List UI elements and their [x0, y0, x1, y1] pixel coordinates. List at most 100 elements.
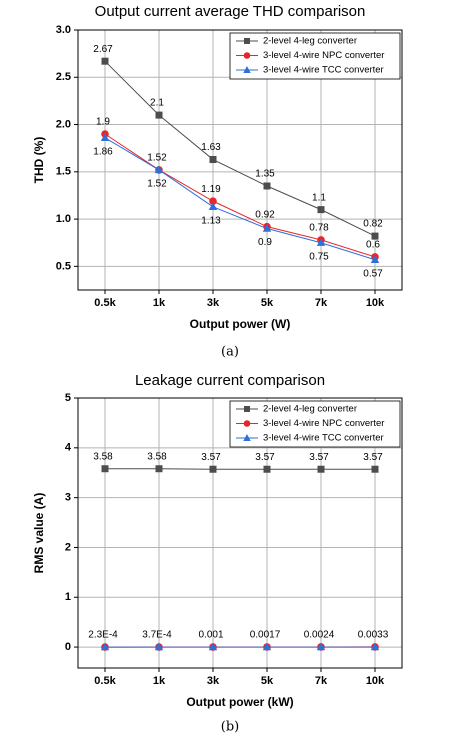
data-point — [155, 111, 163, 119]
y-tick-label: 1.5 — [56, 166, 71, 178]
x-tick-label: 5k — [261, 675, 274, 687]
data-label: 3.58 — [147, 451, 167, 462]
data-point — [371, 465, 379, 473]
data-point — [101, 465, 109, 473]
x-tick-label: 0.5k — [94, 297, 116, 309]
data-label: 0.82 — [363, 219, 383, 230]
series-line — [104, 137, 376, 261]
data-label: 3.57 — [309, 452, 329, 463]
legend-label: 3-level 4-wire NPC converter — [263, 50, 384, 61]
plot-frame — [77, 29, 403, 291]
data-point — [155, 465, 163, 473]
x-tick-label: 1k — [153, 297, 166, 309]
data-label: 3.57 — [255, 452, 275, 463]
y-tick-label: 0 — [65, 641, 71, 653]
data-point — [101, 57, 109, 65]
y-tick-label: 5 — [65, 392, 71, 404]
data-point — [100, 642, 110, 651]
data-label: 1.35 — [255, 169, 275, 180]
data-label: 1.86 — [93, 146, 113, 157]
data-label: 2.1 — [150, 98, 164, 109]
data-point — [263, 182, 271, 190]
legend-marker — [244, 406, 250, 412]
data-label: 0.9 — [258, 237, 272, 248]
legend-label: 3-level 4-wire TCC converter — [263, 65, 384, 76]
y-tick-label: 2.5 — [56, 71, 71, 83]
y-tick-label: 2 — [65, 541, 71, 553]
data-label: 0.78 — [309, 223, 329, 234]
data-label: 1.1 — [312, 192, 326, 203]
data-label: 1.19 — [201, 184, 221, 195]
data-label: 0.0024 — [304, 630, 335, 641]
data-point — [370, 255, 380, 263]
data-point — [317, 206, 325, 214]
data-point — [209, 197, 217, 205]
legend-label: 3-level 4-wire TCC converter — [263, 433, 384, 444]
y-tick-label: 4 — [65, 442, 72, 454]
data-label: 3.57 — [363, 452, 383, 463]
caption: (b) — [221, 720, 239, 735]
x-axis-label: Output power (W) — [190, 317, 291, 331]
plot-frame — [77, 397, 403, 669]
x-tick-label: 10k — [366, 675, 385, 687]
data-point — [154, 642, 164, 651]
data-point — [371, 232, 379, 240]
data-label: 1.52 — [147, 179, 167, 190]
y-tick-label: 3.0 — [56, 24, 71, 36]
x-tick-label: 5k — [261, 297, 274, 309]
legend-marker — [243, 420, 251, 427]
data-label: 3.7E-4 — [142, 630, 172, 641]
data-point — [209, 156, 217, 164]
data-label: 1.13 — [201, 215, 221, 226]
data-point — [370, 642, 380, 651]
data-point — [154, 165, 164, 174]
legend-marker — [243, 52, 251, 59]
legend-box — [229, 32, 401, 80]
data-label: 3.58 — [93, 451, 113, 462]
x-tick-label: 3k — [207, 675, 220, 687]
y-tick-label: 1 — [65, 591, 71, 603]
data-label: 0.6 — [366, 240, 380, 251]
data-label: 0.0033 — [358, 630, 389, 641]
y-tick-label: 1.0 — [56, 213, 71, 225]
x-tick-label: 10k — [366, 297, 385, 309]
legend-marker — [244, 38, 250, 44]
chart-title: Leakage current comparison — [135, 372, 325, 389]
legend-label: 2-level 4-leg converter — [263, 404, 357, 415]
x-tick-label: 0.5k — [94, 675, 116, 687]
x-tick-label: 7k — [315, 297, 328, 309]
data-point — [100, 133, 110, 141]
x-tick-label: 7k — [315, 675, 328, 687]
legend-marker — [243, 66, 251, 73]
y-tick-label: 0.5 — [56, 260, 71, 272]
data-point — [316, 238, 326, 246]
series-line — [104, 60, 376, 237]
data-label: 0.001 — [198, 630, 223, 641]
data-label: 0.75 — [309, 251, 329, 262]
chart-title: Output current average THD comparison — [95, 3, 366, 20]
data-point — [208, 642, 218, 651]
x-axis-label: Output power (kW) — [186, 695, 293, 709]
data-label: 2.3E-4 — [88, 630, 118, 641]
data-label: 0.92 — [255, 209, 275, 220]
data-point — [209, 465, 217, 473]
data-label: 3.57 — [201, 452, 221, 463]
legend-box — [229, 400, 401, 448]
legend-marker — [243, 434, 251, 441]
data-point — [262, 642, 272, 651]
y-tick-label: 2.0 — [56, 118, 71, 130]
y-axis-label: RMS value (A) — [32, 493, 46, 574]
legend-label: 2-level 4-leg converter — [263, 36, 357, 47]
data-label: 1.63 — [201, 142, 221, 153]
caption: (a) — [221, 345, 239, 360]
series-line — [104, 133, 376, 258]
legend-label: 3-level 4-wire NPC converter — [263, 418, 384, 429]
data-label: 1.52 — [147, 153, 167, 164]
data-label: 1.9 — [96, 117, 110, 128]
data-label: 2.67 — [93, 44, 113, 55]
x-tick-label: 1k — [153, 675, 166, 687]
x-tick-label: 3k — [207, 297, 220, 309]
data-point — [262, 224, 272, 232]
